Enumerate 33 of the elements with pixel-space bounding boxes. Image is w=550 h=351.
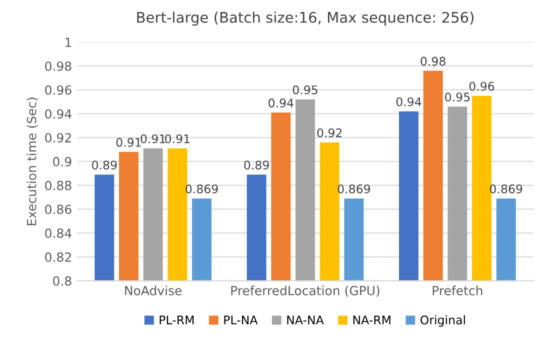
x-tick-label: Prefetch <box>432 286 482 296</box>
data-label: 0.91 <box>116 138 141 147</box>
data-label: 0.98 <box>420 56 446 66</box>
legend-label: PL-RM <box>160 316 194 324</box>
data-label: 0.94 <box>268 98 294 108</box>
y-tick-label: 0.94 <box>45 109 72 119</box>
data-label: 0.95 <box>445 92 470 102</box>
y-tick-label: 0.9 <box>53 156 72 166</box>
legend-label: PL-NA <box>224 316 258 324</box>
y-tick-label: 0.84 <box>45 228 72 238</box>
y-tick-label: 0.92 <box>45 133 71 143</box>
legend-label: NA-NA <box>287 316 324 324</box>
x-tick-label: PreferredLocation (GPU) <box>231 286 380 297</box>
data-label: 0.91 <box>165 134 190 144</box>
data-label: 0.94 <box>396 97 422 106</box>
data-label: 0.89 <box>92 160 117 170</box>
y-tick-label: 0.88 <box>45 180 72 190</box>
chart-title: Bert-large (Batch size:16, Max sequence: 256) <box>137 12 474 26</box>
y-tick-label: 0.82 <box>45 252 71 262</box>
y-tick-label: 0.96 <box>45 85 72 95</box>
y-tick-label: 0.8 <box>53 276 72 286</box>
y-tick-label: 0.86 <box>45 204 72 214</box>
legend-label: NA-RM <box>353 316 390 324</box>
y-axis-title: Execution time (Sec) <box>26 98 38 226</box>
data-label: 0.89 <box>244 160 269 170</box>
legend-label: Original <box>420 315 465 327</box>
y-tick-label: 0.98 <box>45 61 72 71</box>
data-label: 0.96 <box>469 82 494 91</box>
x-tick-label: NoAdvise <box>125 286 182 296</box>
data-label: 0.91 <box>140 134 166 144</box>
y-tick-label: 1 <box>66 38 71 47</box>
data-label: 0.95 <box>292 85 318 94</box>
data-label: 0.92 <box>317 128 342 138</box>
